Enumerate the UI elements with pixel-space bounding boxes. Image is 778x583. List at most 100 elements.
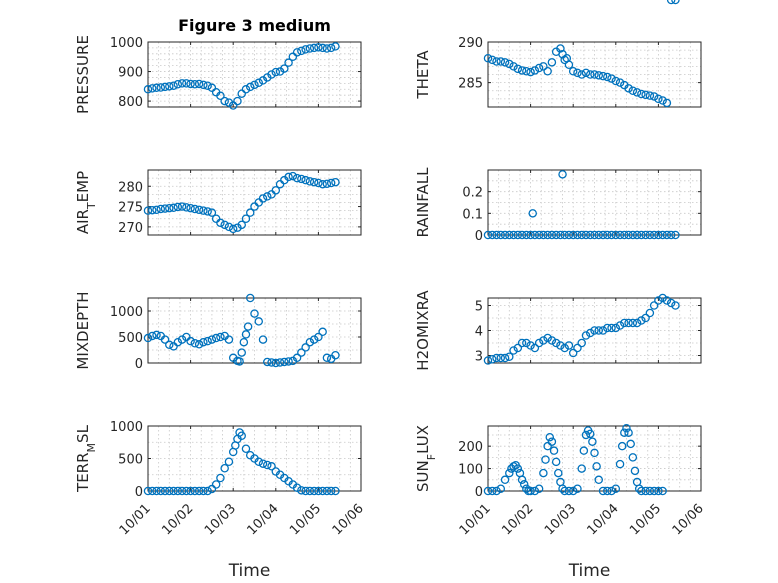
x-tick-label: 10/01 [117,501,154,538]
data-point [233,223,242,232]
data-point [177,79,187,88]
data-point [568,486,578,496]
data-point [509,62,518,71]
data-point [603,323,612,333]
data-point [662,296,672,305]
data-point [284,172,293,182]
data-point [577,464,586,473]
data-point [314,178,323,188]
data-point [534,484,544,494]
data-point [505,230,514,240]
data-point [309,486,319,496]
data-point [148,331,157,341]
data-point [526,486,535,496]
data-point [543,67,552,76]
data-point [654,230,663,240]
data-point [211,480,221,489]
data-point [177,486,187,496]
data-point [258,459,268,468]
data-point [556,341,565,350]
data-point [237,89,246,98]
data-point [241,214,251,223]
y-tick-label: 280 [118,180,143,195]
data-point [194,486,204,496]
data-point [649,486,659,496]
data-point [165,340,174,350]
data-point [173,202,183,212]
data-point [551,230,561,240]
x-tick-label: 10/04 [245,501,282,538]
data-point [305,337,315,347]
data-point [528,209,537,218]
data-point [305,177,315,186]
data-point [628,86,638,96]
data-point [143,333,153,343]
data-point [275,358,285,367]
axes-box [147,297,362,364]
data-point [539,468,548,478]
data-point [326,178,336,188]
data-point [160,82,170,92]
panel-pressure: 800 900 1000 PRESSURE Figure 3 medium [74,16,362,114]
data-point [280,357,289,367]
data-point [628,453,638,462]
data-point [547,58,557,67]
data-point [654,94,663,104]
y-axis-label: AIRTEMP [74,171,98,234]
data-point [143,85,153,94]
data-point [568,348,578,358]
data-point [267,462,276,471]
data-point [547,437,557,446]
data-point [284,58,293,67]
data-point [331,42,340,51]
data-point [318,327,327,337]
data-point [620,230,629,240]
data-point [513,343,523,353]
data-point [182,486,191,496]
x-tick-label: 10/05 [287,501,324,538]
data-point [607,486,616,496]
data-point [666,0,676,5]
data-point [199,80,208,90]
data-point [292,483,302,492]
data-point [182,79,191,88]
data-point [649,230,659,240]
data-point [186,203,195,213]
data-point [305,486,315,496]
data-point [658,293,667,303]
data-point [224,335,234,344]
data-point [628,318,638,328]
data-point [573,230,582,240]
data-point [216,473,225,483]
data-point [526,341,535,350]
data-point [577,338,586,348]
data-point [207,335,217,344]
data-point [641,90,650,100]
data-point [547,336,557,345]
data-point [530,66,540,75]
data-point [624,428,633,437]
data-point [483,356,493,365]
data-point [160,486,170,496]
data-point [530,343,540,353]
data-point [207,83,217,93]
data-point [496,484,506,494]
data-point [263,460,272,470]
y-tick-label: 800 [118,95,143,110]
data-point [254,317,264,326]
data-point [237,348,246,357]
data-point [245,82,255,92]
data-point [194,340,204,349]
data-point [611,323,621,333]
data-point [662,98,672,108]
data-point [309,335,319,344]
y-tick-label: 0 [475,485,483,500]
data-point [645,91,655,100]
data-point [585,429,595,439]
data-point [203,207,212,216]
data-point [301,175,310,185]
data-point [314,486,323,496]
data-point [645,308,655,318]
data-point [581,68,591,78]
data-point [539,62,548,71]
